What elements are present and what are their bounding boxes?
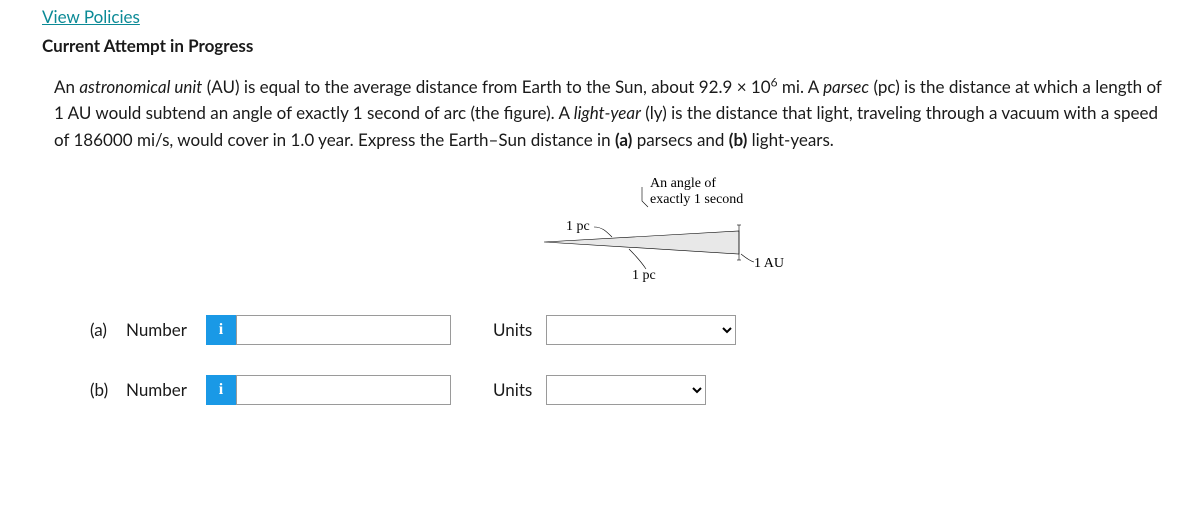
units-select-b[interactable] bbox=[546, 375, 706, 405]
q-seg-italic: parsec bbox=[823, 76, 869, 97]
q-sup: 6 bbox=[771, 74, 778, 89]
fig-pc-bot: 1 pc bbox=[632, 268, 656, 283]
number-input-a[interactable] bbox=[236, 315, 451, 345]
view-policies-link[interactable]: View Policies bbox=[42, 6, 140, 27]
number-label-b: Number bbox=[126, 377, 206, 403]
q-seg-bold: (a) bbox=[615, 129, 632, 150]
fig-au: 1 AU bbox=[754, 256, 784, 271]
part-label-a: (a) bbox=[90, 317, 126, 343]
part-label-b: (b) bbox=[90, 377, 126, 403]
parsec-figure: An angle of exactly 1 second 1 pc 1 pc 1… bbox=[474, 175, 794, 285]
fig-angle-label-2: exactly 1 second bbox=[650, 192, 743, 207]
q-seg-italic: astronomical unit bbox=[79, 76, 202, 97]
number-input-b[interactable] bbox=[236, 375, 451, 405]
fig-pc-top: 1 pc bbox=[566, 219, 590, 234]
units-select-a[interactable] bbox=[546, 315, 736, 345]
answer-row-a: (a) Number i Units bbox=[90, 315, 1164, 345]
q-seg-bold: (b) bbox=[729, 129, 748, 150]
q-seg-italic: light-year bbox=[574, 102, 641, 123]
question-text: An astronomical unit (AU) is equal to th… bbox=[54, 74, 1164, 153]
q-seg: mi. A bbox=[778, 76, 824, 97]
q-seg: An bbox=[54, 76, 79, 97]
units-label-b: Units bbox=[493, 377, 532, 403]
fig-angle-label-1: An angle of bbox=[650, 176, 716, 191]
q-seg: parsecs and bbox=[632, 129, 728, 150]
info-icon[interactable]: i bbox=[206, 315, 236, 345]
info-icon[interactable]: i bbox=[206, 375, 236, 405]
units-label-a: Units bbox=[493, 317, 532, 343]
number-label-a: Number bbox=[126, 317, 206, 343]
attempt-status: Current Attempt in Progress bbox=[42, 35, 1182, 56]
q-seg: light-years. bbox=[747, 129, 834, 150]
q-seg: (AU) is equal to the average distance fr… bbox=[202, 76, 770, 97]
answer-row-b: (b) Number i Units bbox=[90, 375, 1164, 405]
question-container: View Policies Current Attempt in Progres… bbox=[0, 0, 1200, 453]
question-block: An astronomical unit (AU) is equal to th… bbox=[54, 74, 1164, 405]
